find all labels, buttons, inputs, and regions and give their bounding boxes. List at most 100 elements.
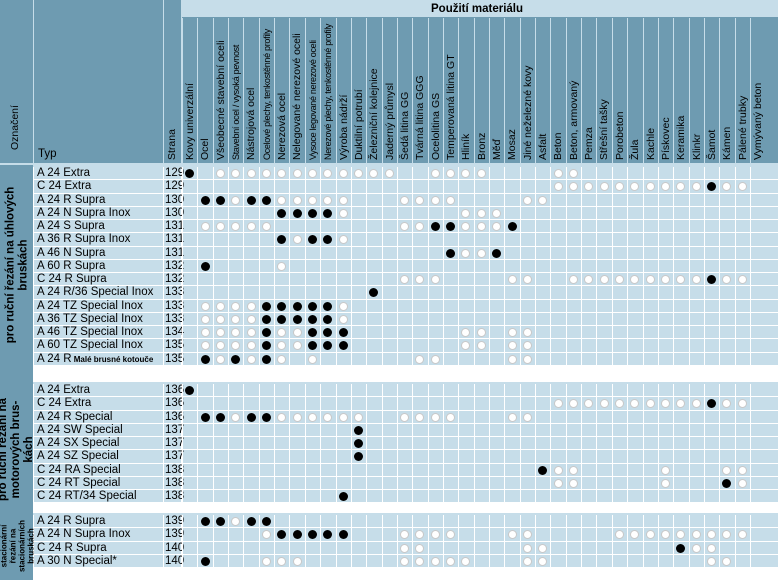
cell-divider: [689, 490, 690, 504]
cell-divider: [182, 259, 183, 273]
header-divider: [163, 0, 164, 163]
cell-divider: [443, 384, 444, 398]
cell-divider: [274, 528, 275, 542]
filled-dot-icon: [277, 235, 287, 245]
column-header-9: Nerezové plechy, tenkostěnné profily: [323, 23, 333, 160]
cell-divider: [213, 463, 214, 477]
cell-divider: [750, 286, 751, 300]
cell-divider: [243, 286, 244, 300]
filled-dot-icon: [261, 517, 271, 527]
cell-divider: [735, 326, 736, 340]
cell-divider: [289, 528, 290, 542]
column-header-32: Keramika: [675, 115, 687, 160]
cell-divider: [489, 286, 490, 300]
cell-divider: [643, 299, 644, 313]
table-row: [34, 286, 778, 300]
cell-divider: [289, 326, 290, 340]
table-row: [34, 246, 778, 260]
cell-divider: [658, 515, 659, 529]
cell-divider: [596, 437, 597, 451]
row-divider: [163, 490, 164, 504]
cell-divider: [366, 180, 367, 194]
open-dot-icon: [215, 328, 225, 338]
cell-divider: [535, 515, 536, 529]
open-dot-icon: [645, 275, 655, 285]
open-dot-icon: [476, 341, 486, 351]
cell-divider: [366, 193, 367, 207]
cell-divider: [750, 299, 751, 313]
cell-divider: [612, 259, 613, 273]
cell-divider: [689, 206, 690, 220]
cell-divider: [689, 259, 690, 273]
row-divider: [181, 180, 182, 194]
filled-dot-icon: [323, 301, 333, 311]
cell-divider: [596, 384, 597, 398]
open-dot-icon: [645, 530, 655, 540]
row-divider: [163, 180, 164, 194]
filled-dot-icon: [292, 530, 302, 540]
cell-divider: [504, 220, 505, 234]
column-header-16: Ocelolitina GS: [430, 92, 442, 160]
filled-dot-icon: [307, 301, 317, 311]
row-divider: [181, 206, 182, 220]
table-row: [34, 476, 778, 490]
cell-divider: [305, 220, 306, 234]
cell-divider: [243, 312, 244, 326]
cell-divider: [289, 410, 290, 424]
cell-divider: [366, 220, 367, 234]
cell-divider: [443, 273, 444, 287]
open-dot-icon: [614, 182, 624, 192]
cell-divider: [550, 528, 551, 542]
cell-divider: [397, 450, 398, 464]
column-divider: [320, 18, 321, 163]
cell-divider: [581, 384, 582, 398]
column-header-23: Asfalt: [537, 133, 549, 160]
cell-divider: [382, 541, 383, 555]
cell-divider: [351, 352, 352, 366]
cell-divider: [704, 167, 705, 181]
open-dot-icon: [614, 399, 624, 409]
header-bottom-line: [0, 163, 778, 165]
row-line: [34, 422, 778, 424]
cell-divider: [520, 397, 521, 411]
cell-divider: [351, 312, 352, 326]
open-dot-icon: [599, 182, 609, 192]
cell-divider: [474, 299, 475, 313]
cell-divider: [213, 528, 214, 542]
filled-dot-icon: [323, 341, 333, 351]
row-line: [34, 462, 778, 464]
cell-divider: [550, 423, 551, 437]
cell-divider: [474, 312, 475, 326]
row-divider: [181, 463, 182, 477]
cell-divider: [750, 273, 751, 287]
open-dot-icon: [568, 169, 578, 179]
open-dot-icon: [354, 412, 364, 422]
cell-divider: [673, 397, 674, 411]
cell-divider: [581, 437, 582, 451]
row-divider: [181, 339, 182, 353]
open-dot-icon: [430, 169, 440, 179]
cell-divider: [351, 450, 352, 464]
cell-divider: [489, 515, 490, 529]
cell-divider: [259, 541, 260, 555]
cell-divider: [658, 410, 659, 424]
strana-cell: 140: [165, 554, 185, 567]
cell-divider: [612, 233, 613, 247]
cell-divider: [197, 180, 198, 194]
cell-divider: [366, 410, 367, 424]
cell-divider: [443, 246, 444, 260]
column-divider: [550, 18, 551, 163]
cell-divider: [689, 410, 690, 424]
open-dot-icon: [691, 399, 701, 409]
open-dot-icon: [568, 399, 578, 409]
cell-divider: [428, 299, 429, 313]
cell-divider: [735, 515, 736, 529]
cell-divider: [689, 352, 690, 366]
filled-dot-icon: [231, 354, 241, 364]
cell-divider: [504, 450, 505, 464]
cell-divider: [581, 423, 582, 437]
cell-divider: [336, 339, 337, 353]
cell-divider: [474, 397, 475, 411]
usage-title: Použití materiálu: [431, 3, 524, 15]
cell-divider: [289, 397, 290, 411]
